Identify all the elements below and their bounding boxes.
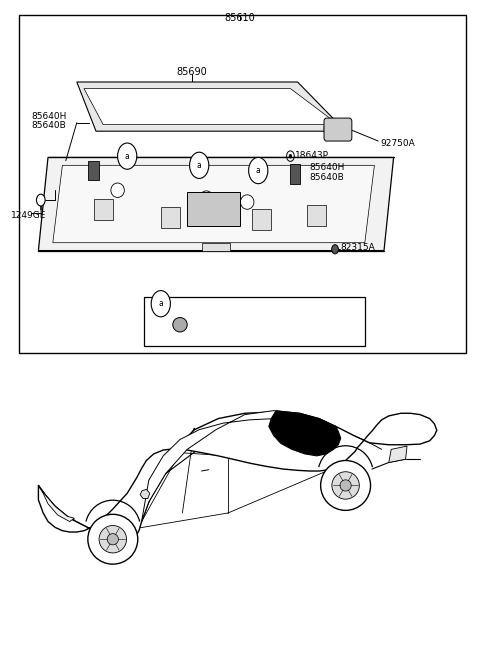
Circle shape [190, 152, 209, 178]
Ellipse shape [173, 318, 187, 332]
Ellipse shape [99, 525, 127, 553]
Circle shape [332, 245, 338, 254]
FancyBboxPatch shape [88, 161, 99, 180]
Polygon shape [269, 411, 341, 456]
FancyBboxPatch shape [19, 15, 466, 353]
Circle shape [118, 143, 137, 169]
Ellipse shape [200, 191, 213, 205]
FancyBboxPatch shape [307, 205, 326, 226]
Text: a: a [125, 152, 130, 161]
Ellipse shape [107, 533, 119, 545]
Circle shape [151, 291, 170, 317]
Text: 89855B: 89855B [230, 319, 265, 328]
Polygon shape [38, 412, 437, 537]
Text: 85640B: 85640B [310, 173, 344, 182]
FancyBboxPatch shape [187, 192, 240, 226]
Circle shape [289, 154, 292, 158]
Text: 1249GE: 1249GE [11, 211, 46, 220]
FancyBboxPatch shape [324, 118, 352, 141]
FancyBboxPatch shape [290, 164, 300, 184]
Text: 85640H: 85640H [310, 163, 345, 173]
FancyBboxPatch shape [144, 297, 365, 346]
Text: a: a [197, 161, 202, 170]
Ellipse shape [111, 183, 124, 197]
Polygon shape [53, 165, 374, 243]
Polygon shape [140, 489, 150, 499]
Circle shape [249, 157, 268, 184]
Text: 82315A: 82315A [341, 243, 375, 253]
Text: 85690: 85690 [177, 67, 207, 77]
Text: 85610: 85610 [225, 12, 255, 23]
Text: 85640B: 85640B [31, 121, 66, 130]
Ellipse shape [88, 514, 138, 564]
Ellipse shape [340, 480, 351, 491]
FancyBboxPatch shape [161, 207, 180, 228]
Ellipse shape [332, 472, 360, 499]
Polygon shape [77, 82, 346, 131]
Polygon shape [38, 485, 74, 522]
Text: 84668: 84668 [191, 325, 220, 334]
Circle shape [36, 194, 45, 206]
Text: a: a [256, 166, 261, 175]
Text: a: a [158, 299, 163, 308]
Text: 92750A: 92750A [380, 138, 415, 148]
FancyBboxPatch shape [202, 243, 230, 251]
Polygon shape [389, 446, 407, 462]
Polygon shape [84, 89, 338, 125]
Text: 85640H: 85640H [31, 112, 67, 121]
FancyBboxPatch shape [252, 209, 271, 230]
Polygon shape [38, 157, 394, 251]
Text: 18643P: 18643P [295, 151, 329, 160]
FancyBboxPatch shape [94, 199, 113, 220]
Polygon shape [142, 411, 336, 522]
Ellipse shape [240, 195, 254, 209]
Ellipse shape [321, 461, 371, 510]
